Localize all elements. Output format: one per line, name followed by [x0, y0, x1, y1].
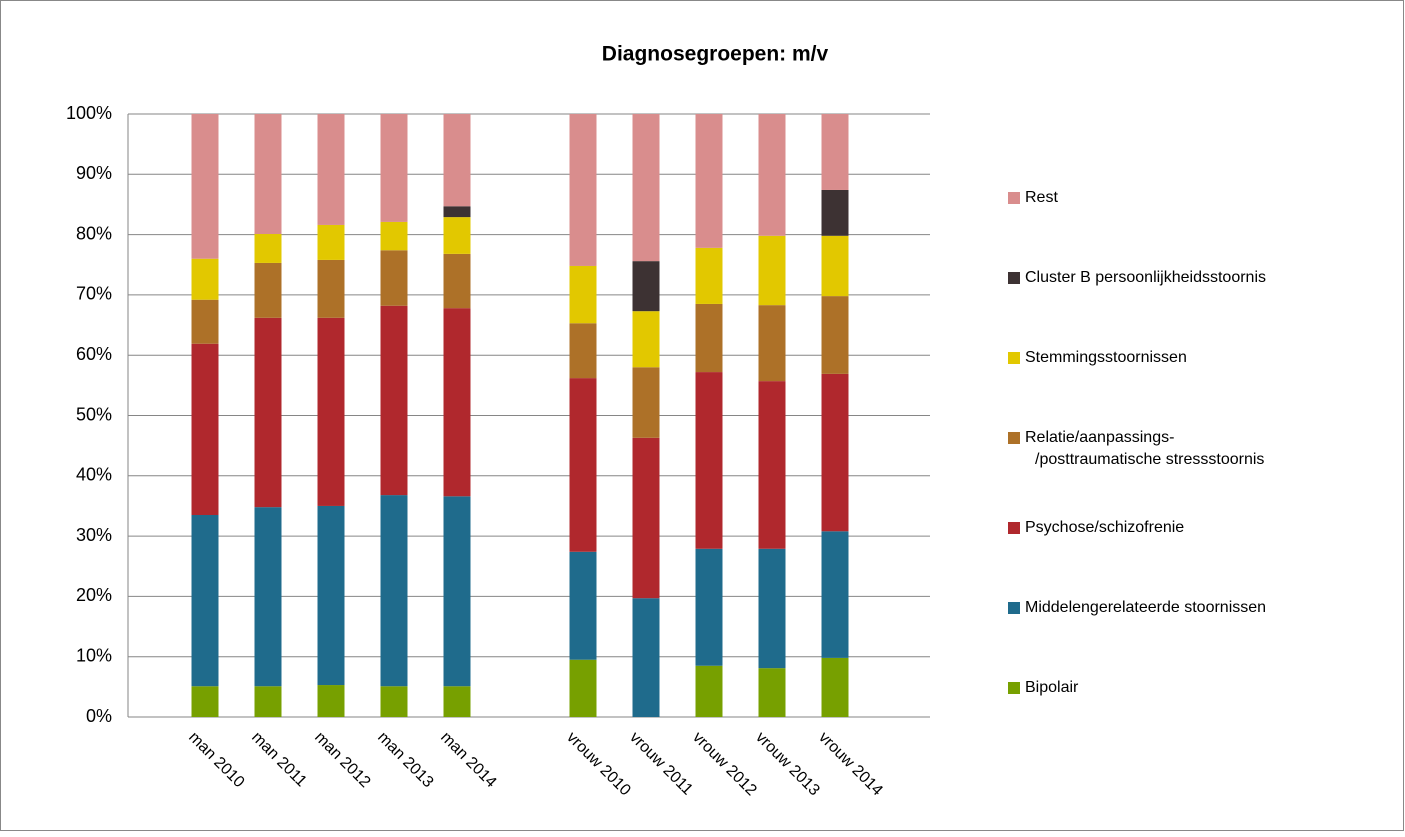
bar-segment — [443, 496, 471, 687]
bar-segment — [632, 114, 660, 262]
bar-segment — [443, 308, 471, 497]
legend-swatch — [1008, 432, 1020, 444]
bar-segment — [254, 233, 282, 263]
legend-swatch — [1008, 272, 1020, 284]
bar-segment — [758, 381, 786, 549]
bar-segment — [317, 259, 345, 318]
bar-segment — [632, 367, 660, 438]
legend-label: Cluster B persoonlijkheidsstoornis — [1025, 269, 1266, 286]
bar-segment — [569, 659, 597, 717]
bar-segment — [317, 685, 345, 717]
y-tick-label: 90% — [76, 163, 112, 183]
bar-segment — [191, 114, 219, 259]
bar-segment — [380, 250, 408, 306]
bar-segment — [695, 665, 723, 717]
bar-segment — [569, 265, 597, 324]
bar-segment — [191, 343, 219, 515]
bar-segment — [254, 686, 282, 717]
bar-segment — [317, 317, 345, 506]
bar-segment — [821, 296, 849, 374]
bar-segment — [821, 114, 849, 190]
bar-segment — [191, 258, 219, 300]
bar-segment — [758, 114, 786, 236]
bar-segment — [443, 253, 471, 309]
bar-segment — [254, 317, 282, 508]
bar-segment — [380, 221, 408, 251]
bar-segment — [632, 311, 660, 368]
bar-segment — [632, 598, 660, 717]
bar-segment — [695, 114, 723, 248]
legend-label: Middelengerelateerde stoornissen — [1025, 599, 1266, 616]
bar-segment — [317, 114, 345, 225]
bar-segment — [191, 514, 219, 687]
bar-segment — [569, 378, 597, 552]
bar-segment — [569, 551, 597, 660]
y-tick-label: 30% — [76, 525, 112, 545]
bar-segment — [758, 305, 786, 382]
bar-segment — [632, 261, 660, 312]
chart-title: Diagnosegroepen: m/v — [602, 43, 829, 66]
bar-segment — [758, 548, 786, 669]
legend-swatch — [1008, 522, 1020, 534]
y-tick-label: 60% — [76, 344, 112, 364]
bar-segment — [758, 235, 786, 306]
bar-segment — [758, 668, 786, 717]
bar-segment — [821, 189, 849, 236]
bar-segment — [380, 305, 408, 496]
bar-segment — [821, 531, 849, 658]
y-tick-label: 50% — [76, 404, 112, 424]
legend-swatch — [1008, 682, 1020, 694]
legend-label: Bipolair — [1025, 679, 1079, 696]
bar-segment — [695, 548, 723, 666]
bar-segment — [254, 507, 282, 687]
bar-segment — [821, 373, 849, 532]
bar-segment — [569, 323, 597, 379]
y-tick-label: 20% — [76, 585, 112, 605]
legend-label: Relatie/aanpassings-/posttraumatische st… — [1025, 429, 1264, 468]
bar-segment — [191, 686, 219, 717]
legend-swatch — [1008, 192, 1020, 204]
bar-segment — [380, 495, 408, 687]
y-tick-label: 80% — [76, 223, 112, 243]
bar-segment — [443, 217, 471, 254]
bar-segment — [191, 299, 219, 344]
bar-segment — [380, 114, 408, 222]
bar-segment — [695, 372, 723, 549]
bar-segment — [254, 262, 282, 318]
y-tick-label: 70% — [76, 284, 112, 304]
bar-segment — [317, 224, 345, 260]
bar-segment — [443, 206, 471, 218]
bar-segment — [695, 303, 723, 373]
legend-swatch — [1008, 602, 1020, 614]
bar-segment — [317, 505, 345, 686]
y-tick-label: 0% — [86, 706, 112, 726]
bar-segment — [821, 657, 849, 717]
bar-segment — [443, 686, 471, 717]
bar-segment — [632, 437, 660, 599]
y-tick-label: 100% — [66, 103, 112, 123]
y-tick-label: 40% — [76, 465, 112, 485]
bar-segment — [443, 114, 471, 207]
bar-segment — [380, 686, 408, 717]
legend-label: Rest — [1025, 189, 1058, 206]
bar-segment — [695, 247, 723, 304]
legend-label: Psychose/schizofrenie — [1025, 519, 1184, 536]
bar-segment — [821, 235, 849, 297]
legend-swatch — [1008, 352, 1020, 364]
bar-segment — [569, 114, 597, 266]
bar-segment — [254, 114, 282, 234]
legend-label: Stemmingsstoornissen — [1025, 349, 1187, 366]
y-tick-label: 10% — [76, 645, 112, 665]
